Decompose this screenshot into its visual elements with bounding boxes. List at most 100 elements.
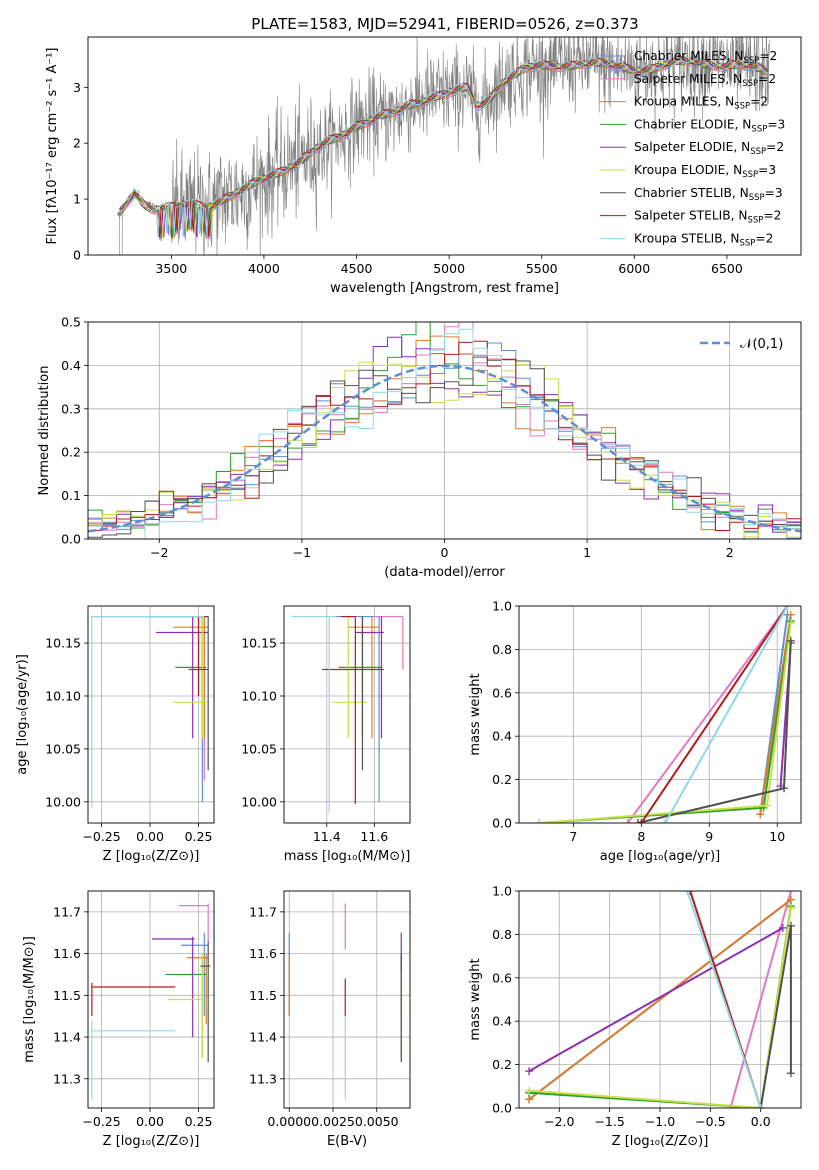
panel-age_vs_mass: 11.4 11.6 10.00 10.05 10.10 10.15 mass [log₁₀(… (241, 605, 411, 864)
y-tick-label: 11.7 (249, 904, 277, 919)
y-tick-label: 0.0 (492, 1101, 512, 1116)
x-axis-label: mass [log₁₀(M/M⊙)] (284, 849, 411, 864)
mass-weight-marker (786, 921, 795, 930)
panel-age_vs_Z: −0.25 0.00 0.25 10.00 10.05 10.10 10.15 Z [log₁… (15, 605, 215, 864)
x-tick-label: 6000 (618, 261, 650, 276)
mass-weight-marker (763, 801, 772, 810)
mass-weight-marker (525, 1086, 534, 1095)
mass-weight-marker (780, 784, 789, 793)
x-axis-label: Z [log₁₀(Z/Z⊙)] (612, 1134, 709, 1149)
mass-weight-marker (756, 1104, 765, 1108)
y-axis-label: mass weight (468, 958, 483, 1040)
x-tick-label: 0.0 (751, 1114, 771, 1129)
mass-weight-marker (637, 819, 646, 823)
plot-area (525, 891, 795, 1108)
errorbar-point (91, 982, 176, 1017)
x-tick-label: −2.0 (544, 1114, 574, 1129)
mass-weight-marker (756, 810, 765, 819)
y-tick-label: 0.6 (492, 970, 512, 985)
y-axis-label: mass [log₁₀(M/M⊙)] (22, 936, 37, 1063)
y-tick-label: 1.0 (492, 884, 512, 899)
y-tick-label: 11.4 (53, 1030, 81, 1045)
y-tick-label: 0 (73, 248, 81, 263)
figure-title: PLATE=1583, MJD=52941, FIBERID=0526, z=0… (251, 15, 638, 33)
x-axis-label: E(B-V) (327, 1134, 367, 1149)
x-tick-label: −1 (293, 545, 311, 560)
histogram-series (88, 340, 801, 531)
x-tick-label: 5000 (433, 261, 465, 276)
panel-residual_histogram: −2 −1 0 1 2 0.0 0.1 0.2 0.3 0.4 0.5 (data-model)/er… (37, 315, 802, 580)
plot-area (91, 615, 209, 808)
y-tick-label: 0.6 (492, 685, 512, 700)
legend-label: 𝒩(0,1) (740, 337, 783, 352)
y-tick-label: 0.8 (492, 642, 512, 657)
x-tick-label: 0.00 (136, 829, 164, 844)
y-tick-label: 11.6 (249, 946, 277, 961)
model-spectrum-line (119, 56, 769, 237)
mass-weight-marker (786, 1069, 795, 1078)
y-tick-label: 0.4 (492, 729, 512, 744)
x-tick-label: 0.25 (185, 829, 213, 844)
errorbar-point (322, 616, 384, 771)
y-tick-label: 1 (73, 192, 81, 207)
model-spectrum-line (119, 56, 769, 239)
legend-label: Salpeter STELIB, NSSP=2 (634, 209, 781, 226)
plot-area (117, 37, 770, 255)
x-axis-label: wavelength [Angstrom, rest frame] (330, 281, 559, 296)
y-axis-label: Normed distribution (37, 366, 52, 496)
y-tick-label: 1.0 (492, 599, 512, 614)
y-tick-label: 0.4 (492, 1014, 512, 1029)
x-tick-label: 11.4 (313, 829, 341, 844)
panel-mass_vs_Z: −0.25 0.00 0.25 11.3 11.4 11.5 11.6 11.7 Z [log₁… (22, 890, 215, 1149)
y-tick-label: 0.5 (61, 315, 81, 330)
legend-label: Kroupa STELIB, NSSP=2 (634, 231, 773, 248)
mass-weight-marker (623, 819, 632, 823)
errorbar-point (374, 615, 404, 670)
mass-weight-marker (683, 891, 692, 895)
errorbar-point (355, 616, 384, 739)
y-tick-label: 11.5 (249, 988, 277, 1003)
mass-weight-line (759, 614, 792, 815)
mass-weight-line (528, 927, 784, 1072)
y-tick-label: 10.10 (241, 688, 277, 703)
legend-label: Kroupa MILES, NSSP=2 (634, 95, 768, 112)
errorbar-point (179, 903, 209, 942)
mass-weight-line (529, 908, 792, 1108)
mass-weight-marker (661, 819, 670, 823)
x-tick-label: 0.0000 (267, 1114, 311, 1129)
legend-label: Kroupa ELODIE, NSSP=3 (634, 163, 776, 180)
y-tick-label: 0.2 (492, 1057, 512, 1072)
errorbar-point (186, 953, 209, 1025)
x-tick-label: 8 (637, 829, 645, 844)
axes-frame (283, 890, 411, 1109)
mass-weight-marker (783, 606, 792, 610)
x-tick-label: 11.6 (360, 829, 388, 844)
y-axis-label: mass weight (468, 673, 483, 755)
mass-weight-marker (786, 904, 795, 913)
errorbar-point (291, 615, 337, 813)
plot-area (91, 903, 211, 1100)
x-tick-label: −0.25 (82, 829, 120, 844)
x-tick-label: 0.0050 (355, 1114, 399, 1129)
y-tick-label: 11.3 (53, 1071, 81, 1086)
model-spectrum-line (119, 56, 769, 238)
x-axis-label: (data-model)/error (384, 565, 505, 580)
y-axis-label: Flux [fλ10⁻¹⁷ erg cm⁻² s⁻¹ A⁻¹] (45, 48, 60, 245)
y-tick-label: 3 (73, 80, 81, 95)
x-tick-label: −0.25 (82, 1114, 120, 1129)
panel-spectrum: 3500 4000 4500 5000 5500 6000 6500 0 1 2 3 waveleng… (45, 36, 802, 296)
x-tick-label: 0.00 (136, 1114, 164, 1129)
panel-massweight_vs_Z: −2.0 −1.5 −1.0 −0.5 0.0 0.0 0.2 0.4 0.6 0.8 1.0 Z [… (468, 884, 802, 1149)
x-tick-label: 6500 (711, 261, 743, 276)
axes-frame (87, 36, 802, 256)
x-tick-label: −2 (150, 545, 168, 560)
legend-label: Salpeter ELODIE, NSSP=2 (634, 140, 784, 157)
mass-weight-marker (786, 619, 795, 628)
y-tick-label: 10.05 (45, 741, 81, 756)
histogram-series (88, 356, 801, 538)
x-tick-label: 9 (705, 829, 713, 844)
axes-frame (518, 605, 802, 824)
mass-weight-line (664, 606, 789, 823)
mass-weight-line (528, 898, 792, 1101)
